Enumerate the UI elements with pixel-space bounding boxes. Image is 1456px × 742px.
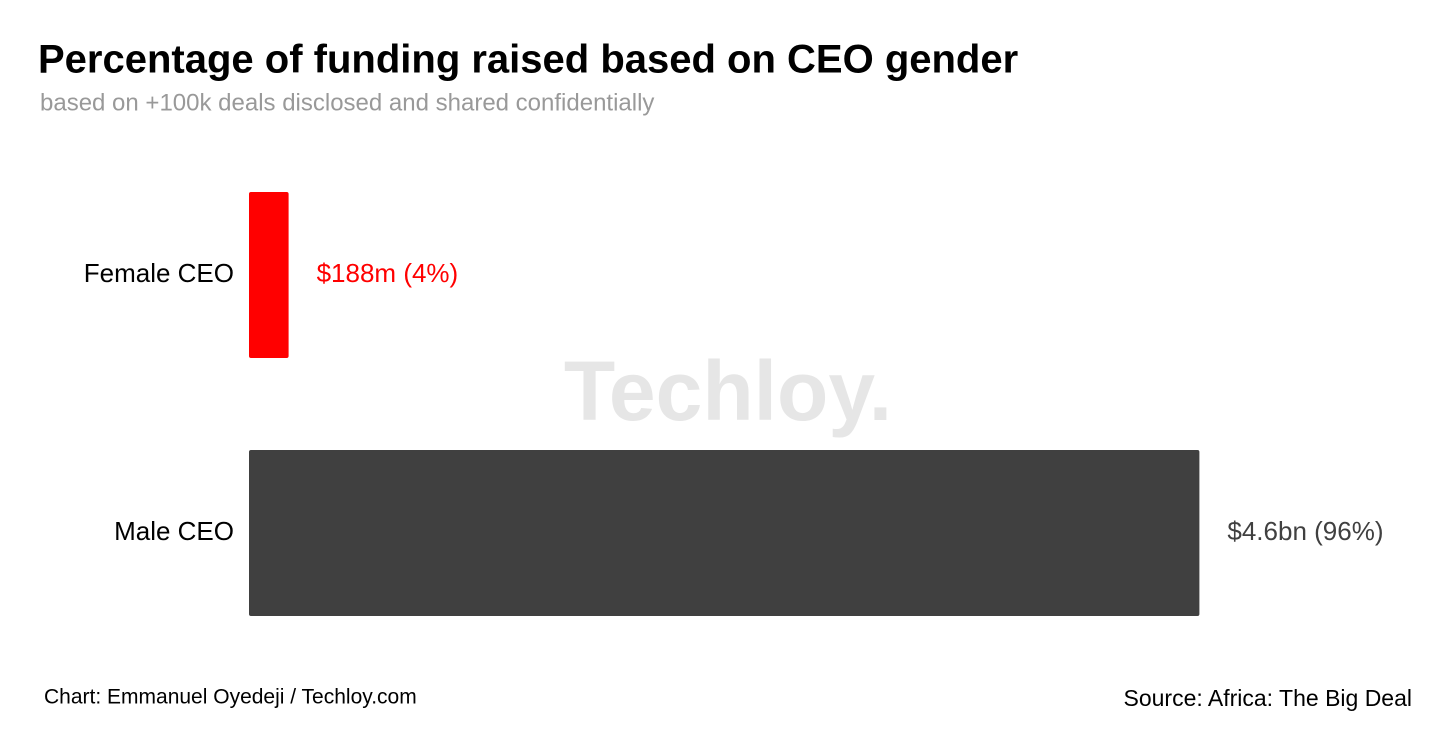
category-label: Male CEO bbox=[114, 516, 234, 546]
value-label: $4.6bn (96%) bbox=[1227, 516, 1383, 546]
chart-title: Percentage of funding raised based on CE… bbox=[38, 38, 1018, 82]
watermark: Techloy. bbox=[564, 344, 892, 438]
bar bbox=[249, 192, 289, 358]
credit: Chart: Emmanuel Oyedeji / Techloy.com bbox=[44, 686, 417, 709]
bar bbox=[249, 450, 1200, 616]
value-label: $188m (4%) bbox=[317, 258, 459, 288]
chart-subtitle: based on +100k deals disclosed and share… bbox=[40, 89, 654, 116]
category-label: Female CEO bbox=[84, 258, 234, 288]
source: Source: Africa: The Big Deal bbox=[1124, 685, 1413, 711]
